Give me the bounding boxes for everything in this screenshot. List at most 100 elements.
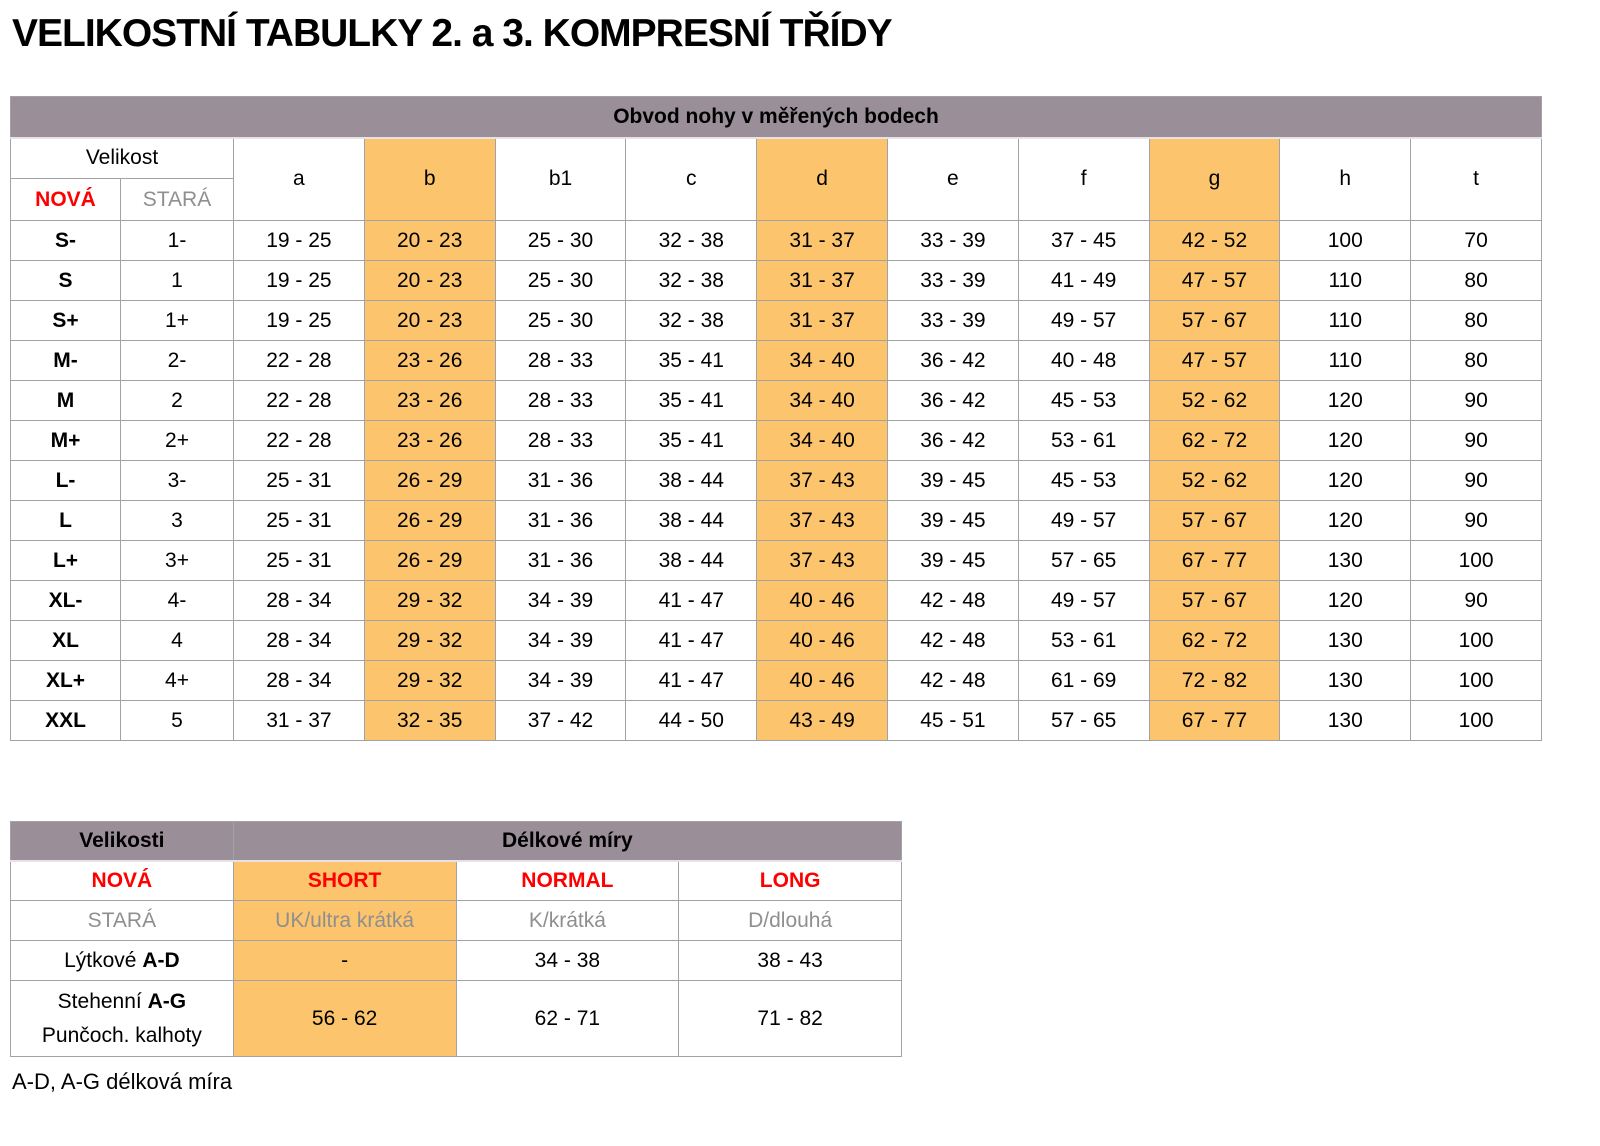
cell-c: 41 - 47 bbox=[625, 580, 758, 621]
cell-f: 49 - 57 bbox=[1017, 580, 1150, 621]
cell-g: 52 - 62 bbox=[1148, 380, 1281, 421]
old-size: 1 bbox=[120, 260, 234, 301]
cell-g: 47 - 57 bbox=[1148, 260, 1281, 301]
cell-f: 57 - 65 bbox=[1017, 540, 1150, 581]
old-size-header: STARÁ bbox=[120, 178, 234, 221]
page: VELIKOSTNÍ TABULKY 2. a 3. KOMPRESNÍ TŘÍ… bbox=[10, 12, 1542, 1094]
old-size: 3 bbox=[120, 500, 234, 541]
old-size: 3- bbox=[120, 460, 234, 501]
cell-t: 90 bbox=[1410, 500, 1542, 541]
cell-b1: 28 - 33 bbox=[494, 340, 627, 381]
size-row-XXL: XXL 5 31 - 37 32 - 35 37 - 42 44 - 50 43 - 49 4… bbox=[10, 700, 1542, 741]
column-header-a: a bbox=[233, 137, 365, 221]
column-header-f: f bbox=[1017, 137, 1150, 221]
cell-b: 29 - 32 bbox=[363, 620, 496, 661]
cell-t: 100 bbox=[1410, 700, 1542, 741]
cell-e: 36 - 42 bbox=[886, 420, 1019, 461]
cell-e: 42 - 48 bbox=[886, 660, 1019, 701]
cell-c: 41 - 47 bbox=[625, 660, 758, 701]
size-row-XL+: XL+ 4+ 28 - 34 29 - 32 34 - 39 41 - 47 40 - 46… bbox=[10, 660, 1542, 701]
thigh-label-range: A-G bbox=[147, 989, 187, 1013]
cell-d: 40 - 46 bbox=[756, 660, 888, 701]
cell-b1: 34 - 39 bbox=[494, 660, 627, 701]
cell-a: 19 - 25 bbox=[233, 300, 365, 341]
table2-lengths-header: Délkové míry bbox=[232, 821, 903, 862]
cell-c: 32 - 38 bbox=[625, 260, 758, 301]
cell-b1: 31 - 36 bbox=[494, 540, 627, 581]
cell-b: 23 - 26 bbox=[363, 420, 496, 461]
cell-h: 120 bbox=[1279, 380, 1412, 421]
cell-f: 45 - 53 bbox=[1017, 460, 1150, 501]
cell-h: 120 bbox=[1279, 420, 1412, 461]
cell-c: 44 - 50 bbox=[625, 700, 758, 741]
cell-t: 80 bbox=[1410, 340, 1542, 381]
cell-e: 36 - 42 bbox=[886, 380, 1019, 421]
cell-b: 32 - 35 bbox=[363, 700, 496, 741]
cell-b: 20 - 23 bbox=[363, 260, 496, 301]
cell-h: 120 bbox=[1279, 580, 1412, 621]
cell-g: 67 - 77 bbox=[1148, 700, 1281, 741]
cell-a: 25 - 31 bbox=[233, 540, 365, 581]
cell-b1: 25 - 30 bbox=[494, 300, 627, 341]
new-size: XL bbox=[10, 620, 121, 661]
column-header-d: d bbox=[756, 137, 888, 221]
length-normal: NORMAL bbox=[455, 860, 680, 901]
cell-t: 100 bbox=[1410, 620, 1542, 661]
new-size: XL+ bbox=[10, 660, 121, 701]
old-size: 2+ bbox=[120, 420, 234, 461]
calf-long: 38 - 43 bbox=[678, 940, 902, 981]
cell-e: 39 - 45 bbox=[886, 460, 1019, 501]
cell-t: 90 bbox=[1410, 580, 1542, 621]
cell-e: 36 - 42 bbox=[886, 340, 1019, 381]
size-row-S-: S- 1- 19 - 25 20 - 23 25 - 30 32 - 38 31 - 37 3… bbox=[10, 220, 1542, 261]
cell-e: 42 - 48 bbox=[886, 580, 1019, 621]
old-length-normal: K/krátká bbox=[455, 900, 680, 941]
calf-short: - bbox=[232, 940, 457, 981]
cell-b: 23 - 26 bbox=[363, 380, 496, 421]
table-row: NOVÁ SHORT NORMAL LONG bbox=[10, 860, 902, 901]
cell-f: 37 - 45 bbox=[1017, 220, 1150, 261]
cell-t: 70 bbox=[1410, 220, 1542, 261]
cell-f: 53 - 61 bbox=[1017, 620, 1150, 661]
cell-h: 100 bbox=[1279, 220, 1412, 261]
old-size: 4- bbox=[120, 580, 234, 621]
cell-b1: 37 - 42 bbox=[494, 700, 627, 741]
size-row-L+: L+ 3+ 25 - 31 26 - 29 31 - 36 38 - 44 37 - 43 3… bbox=[10, 540, 1542, 581]
table-row: Stehenní A-G Punčoch. kalhoty 56 - 62 62 … bbox=[10, 980, 902, 1057]
new-size: M bbox=[10, 380, 121, 421]
cell-h: 110 bbox=[1279, 300, 1412, 341]
cell-t: 80 bbox=[1410, 260, 1542, 301]
old-size: 5 bbox=[120, 700, 234, 741]
cell-g: 72 - 82 bbox=[1148, 660, 1281, 701]
size-row-L: L 3 25 - 31 26 - 29 31 - 36 38 - 44 37 - 43 39 … bbox=[10, 500, 1542, 541]
table-row: STARÁ UK/ultra krátká K/krátká D/dlouhá bbox=[10, 900, 902, 941]
cell-d: 34 - 40 bbox=[756, 340, 888, 381]
cell-c: 38 - 44 bbox=[625, 500, 758, 541]
cell-t: 100 bbox=[1410, 540, 1542, 581]
old-length-short: UK/ultra krátká bbox=[232, 900, 457, 941]
cell-b: 29 - 32 bbox=[363, 580, 496, 621]
cell-g: 57 - 67 bbox=[1148, 500, 1281, 541]
cell-h: 120 bbox=[1279, 500, 1412, 541]
old-size: 4 bbox=[120, 620, 234, 661]
cell-b1: 34 - 39 bbox=[494, 580, 627, 621]
new-size: S+ bbox=[10, 300, 121, 341]
old-size: 3+ bbox=[120, 540, 234, 581]
cell-b1: 25 - 30 bbox=[494, 220, 627, 261]
thigh-normal: 62 - 71 bbox=[455, 980, 680, 1057]
cell-a: 22 - 28 bbox=[233, 420, 365, 461]
cell-g: 42 - 52 bbox=[1148, 220, 1281, 261]
cell-b: 20 - 23 bbox=[363, 300, 496, 341]
column-header-h: h bbox=[1279, 137, 1412, 221]
new-size: L- bbox=[10, 460, 121, 501]
cell-a: 28 - 34 bbox=[233, 580, 365, 621]
cell-a: 25 - 31 bbox=[233, 500, 365, 541]
cell-e: 39 - 45 bbox=[886, 500, 1019, 541]
cell-b: 26 - 29 bbox=[363, 460, 496, 501]
new-size: XL- bbox=[10, 580, 121, 621]
cell-d: 31 - 37 bbox=[756, 220, 888, 261]
calf-label-text: Lýtkové bbox=[64, 948, 143, 972]
cell-b1: 31 - 36 bbox=[494, 460, 627, 501]
old-size: 4+ bbox=[120, 660, 234, 701]
cell-g: 57 - 67 bbox=[1148, 300, 1281, 341]
